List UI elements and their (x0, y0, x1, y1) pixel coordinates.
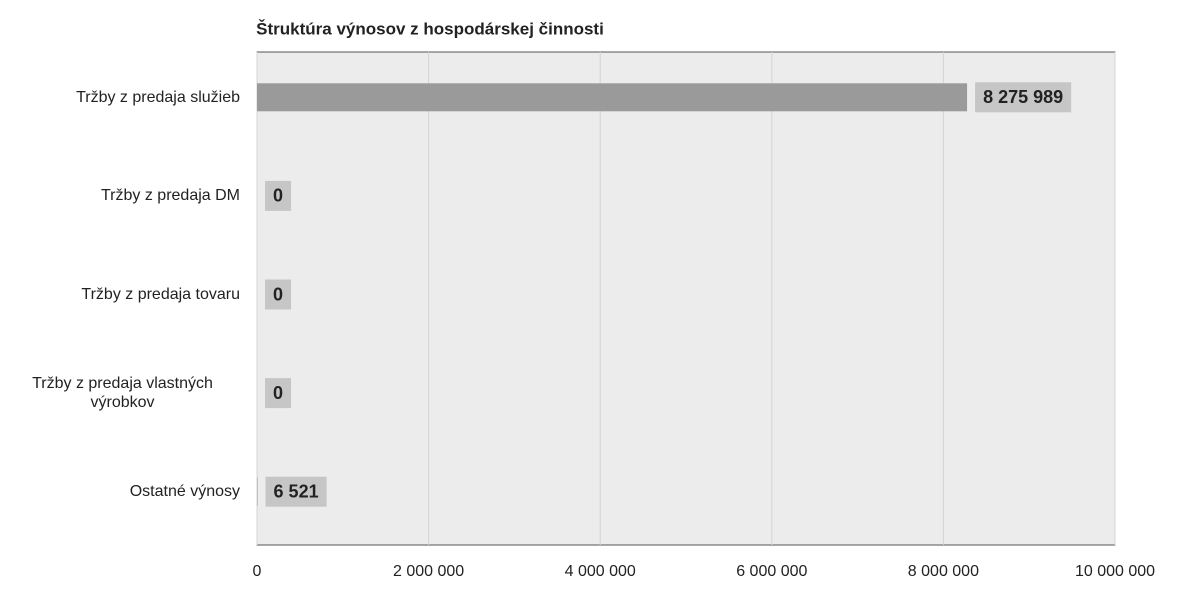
category-label: Tržby z predaja DM (101, 166, 240, 226)
value-label-box (265, 180, 292, 211)
category-text: Tržby z predaja tovaru (81, 286, 240, 303)
x-tick-label: 4 000 000 (565, 563, 636, 580)
value-label-group: 0 (265, 378, 292, 409)
value-label-group: 0 (265, 180, 292, 211)
value-label: 6 521 (274, 481, 319, 501)
value-label-box (265, 279, 292, 310)
chart-title: Štruktúra výnosov z hospodárskej činnost… (256, 19, 604, 38)
value-label-group: 6 521 (265, 476, 327, 507)
category-label: Tržby z predaja vlastných výrobkov (5, 363, 240, 423)
value-label: 8 275 989 (983, 87, 1063, 107)
value-label: 0 (273, 383, 283, 403)
bar (257, 477, 258, 506)
category-text: Ostatné výnosy (129, 483, 240, 501)
value-label-box (975, 82, 1072, 113)
category-text: Tržby z predaja vlastných výrobkov (32, 375, 213, 412)
x-tick-label: 0 (253, 563, 262, 580)
value-label: 0 (273, 186, 283, 206)
value-label: 0 (273, 284, 283, 304)
value-label-group: 8 275 989 (975, 82, 1072, 113)
category-label: Ostatné výnosy (130, 462, 240, 522)
category-text: Tržby z predaja služieb (76, 88, 240, 106)
x-tick-label: 10 000 000 (1075, 563, 1155, 580)
x-tick-label: 2 000 000 (393, 563, 464, 580)
value-label-box (265, 378, 292, 409)
category-text: Tržby z predaja DM (101, 187, 240, 205)
value-label-group: 0 (265, 279, 292, 310)
x-tick-label: 6 000 000 (736, 563, 807, 580)
category-label: Tržby z predaja tovaru (81, 265, 240, 325)
x-tick-label: 8 000 000 (908, 563, 979, 580)
plot-area (256, 51, 1116, 546)
category-label: Tržby z predaja služieb (76, 67, 240, 127)
bar (257, 83, 968, 112)
value-label-box (265, 476, 327, 507)
